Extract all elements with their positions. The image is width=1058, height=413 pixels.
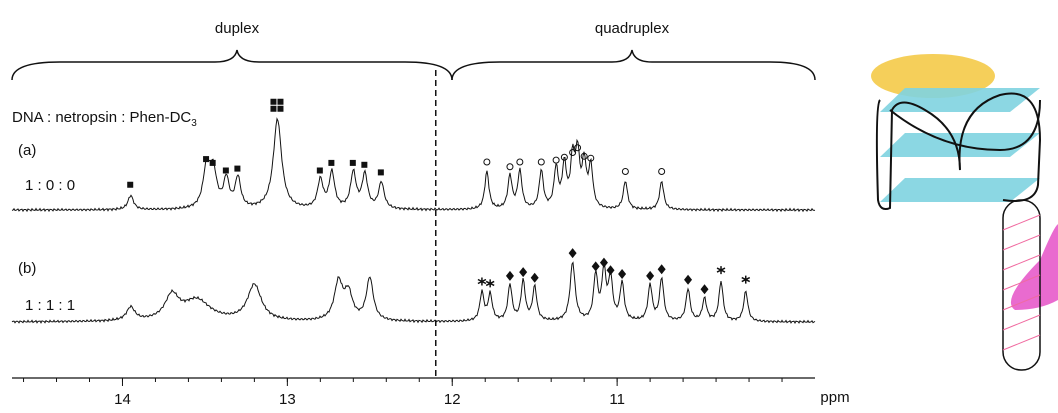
x-tick-label: 13 [279, 391, 296, 408]
peak-marker [477, 277, 487, 286]
peak-marker [361, 161, 368, 168]
peak-marker [516, 158, 524, 166]
ratio-label: 1 : 0 : 0 [25, 177, 75, 194]
peak-marker [270, 98, 284, 112]
peak-marker [530, 272, 539, 283]
peak-marker [587, 154, 595, 162]
peak-marker [569, 149, 577, 156]
region-label: quadruplex [595, 20, 670, 37]
peak-marker [377, 169, 384, 176]
peak-marker [684, 274, 693, 285]
axis-unit: ppm [820, 389, 849, 406]
peak-marker [209, 159, 216, 166]
peak-marker [483, 158, 491, 166]
spectrum-trace [11, 117, 816, 213]
ratio-label: 1 : 1 : 1 [25, 297, 75, 314]
legend: DNA : netropsin : Phen-DC3 [12, 109, 197, 129]
region-label: duplex [215, 20, 260, 37]
peak-marker [485, 279, 495, 288]
peak-marker [552, 156, 560, 164]
peak-marker [316, 167, 323, 174]
x-tick-label: 14 [114, 391, 131, 408]
peak-marker [506, 163, 514, 171]
spectrum-trace [11, 261, 816, 325]
peak-marker [349, 159, 356, 166]
peak-marker [203, 156, 210, 163]
peak-marker [568, 248, 577, 259]
peak-marker [222, 167, 229, 174]
peak-marker [621, 168, 629, 175]
brace [11, 49, 453, 81]
peak-marker [599, 257, 608, 268]
peak-marker [658, 168, 666, 175]
brace [451, 49, 816, 81]
peak-marker [127, 181, 134, 188]
peak-marker [234, 165, 241, 172]
peak-marker [505, 270, 514, 281]
peak-marker [591, 261, 600, 272]
peak-marker [537, 158, 545, 166]
peak-marker [618, 269, 627, 279]
peak-marker [716, 266, 726, 275]
spectrum-label: (a) [18, 142, 36, 159]
peak-marker [580, 152, 588, 160]
peak-marker [700, 284, 709, 295]
g-quadruplex-cartoon [871, 54, 1058, 371]
peak-marker [657, 264, 666, 275]
peak-marker [646, 270, 655, 281]
x-tick-label: 11 [609, 391, 625, 408]
peak-marker [741, 275, 751, 284]
peak-marker [519, 267, 528, 278]
peak-marker [560, 153, 568, 161]
peak-marker [328, 159, 335, 166]
peak-marker [606, 265, 615, 276]
spectrum-label: (b) [18, 260, 36, 277]
x-tick-label: 12 [444, 391, 461, 408]
peak-marker [574, 144, 582, 152]
